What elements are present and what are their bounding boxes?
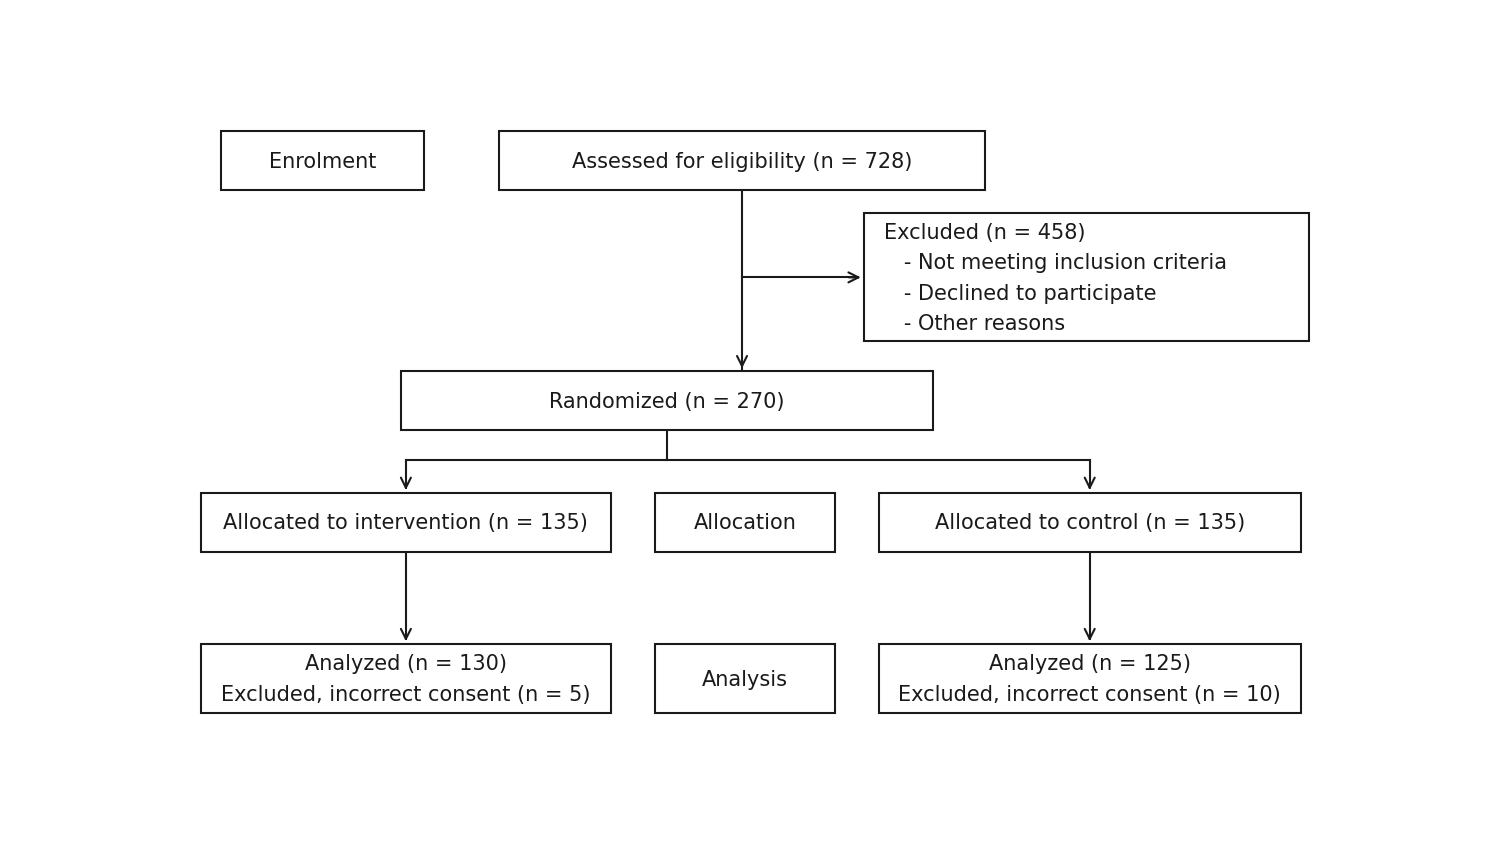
Text: Analyzed (n = 125)
Excluded, incorrect consent (n = 10): Analyzed (n = 125) Excluded, incorrect c… (899, 653, 1281, 704)
FancyBboxPatch shape (878, 493, 1300, 552)
FancyBboxPatch shape (655, 493, 835, 552)
Text: Assessed for eligibility (n = 728): Assessed for eligibility (n = 728) (572, 152, 912, 171)
Text: Enrolment: Enrolment (269, 152, 376, 171)
Text: Allocated to control (n = 135): Allocated to control (n = 135) (935, 513, 1245, 533)
FancyBboxPatch shape (221, 132, 424, 191)
Text: Analysis: Analysis (702, 669, 788, 688)
Text: Analyzed (n = 130)
Excluded, incorrect consent (n = 5): Analyzed (n = 130) Excluded, incorrect c… (221, 653, 591, 704)
Text: Randomized (n = 270): Randomized (n = 270) (549, 392, 784, 411)
FancyBboxPatch shape (863, 214, 1309, 342)
FancyBboxPatch shape (400, 372, 933, 431)
Text: Allocation: Allocation (693, 513, 796, 533)
FancyBboxPatch shape (499, 132, 985, 191)
FancyBboxPatch shape (655, 644, 835, 713)
Text: Allocated to intervention (n = 135): Allocated to intervention (n = 135) (224, 513, 588, 533)
FancyBboxPatch shape (878, 644, 1300, 713)
Text: Excluded (n = 458)
   - Not meeting inclusion criteria
   - Declined to particip: Excluded (n = 458) - Not meeting inclusi… (884, 223, 1227, 334)
FancyBboxPatch shape (200, 644, 611, 713)
FancyBboxPatch shape (200, 493, 611, 552)
